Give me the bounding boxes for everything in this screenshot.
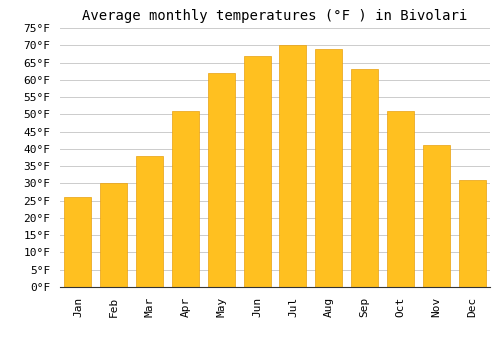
- Bar: [423, 145, 450, 287]
- Bar: [244, 56, 270, 287]
- Bar: [387, 111, 414, 287]
- Bar: [208, 73, 234, 287]
- Bar: [64, 197, 92, 287]
- Bar: [136, 156, 163, 287]
- Bar: [280, 45, 306, 287]
- Bar: [100, 183, 127, 287]
- Bar: [172, 111, 199, 287]
- Title: Average monthly temperatures (°F ) in Bivolari: Average monthly temperatures (°F ) in Bi…: [82, 9, 468, 23]
- Bar: [316, 49, 342, 287]
- Bar: [351, 69, 378, 287]
- Bar: [458, 180, 485, 287]
